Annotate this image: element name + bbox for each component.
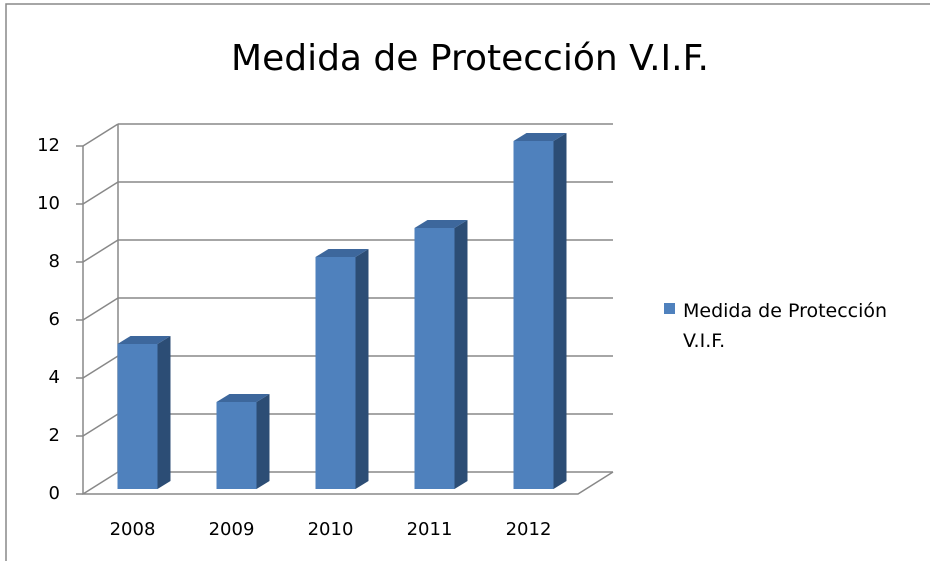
x-tick-label: 2008 (110, 519, 156, 540)
grid-line (82, 297, 119, 321)
y-tick-label: 4 (49, 367, 60, 388)
bar-side (454, 220, 468, 489)
bar (216, 402, 257, 489)
bar-top (513, 133, 567, 141)
bar (315, 257, 356, 489)
bar-top (315, 249, 369, 257)
bar-side (157, 336, 171, 489)
x-tick-label: 2011 (407, 519, 453, 540)
x-tick-label: 2010 (308, 519, 354, 540)
y-tick-label: 2 (49, 425, 60, 446)
chart-border (5, 3, 930, 561)
y-tick-label: 12 (37, 135, 60, 156)
y-tick-label: 0 (49, 483, 60, 504)
bar-top (414, 220, 468, 228)
bar (414, 228, 455, 489)
bar-side (355, 249, 369, 489)
grid-line (82, 123, 119, 147)
x-tick-label: 2012 (506, 519, 552, 540)
y-tick-label: 6 (49, 309, 60, 330)
grid-line (82, 181, 119, 205)
y-tick-label: 8 (49, 251, 60, 272)
grid-line (82, 413, 119, 437)
bar-top (117, 336, 171, 344)
bar-side (553, 133, 567, 489)
bar (513, 141, 554, 489)
y-tick-label: 10 (37, 193, 60, 214)
grid-line (82, 239, 119, 263)
grid-line (82, 355, 119, 379)
grid-line (82, 471, 119, 495)
legend-label: Medida de Protección V.I.F. (683, 300, 888, 352)
bar-side (256, 394, 270, 489)
chart-title: Medida de Protección V.I.F. (231, 38, 709, 79)
bar-top (216, 394, 270, 402)
bar (117, 344, 158, 489)
x-tick-label: 2009 (209, 519, 255, 540)
legend-swatch (664, 303, 675, 314)
